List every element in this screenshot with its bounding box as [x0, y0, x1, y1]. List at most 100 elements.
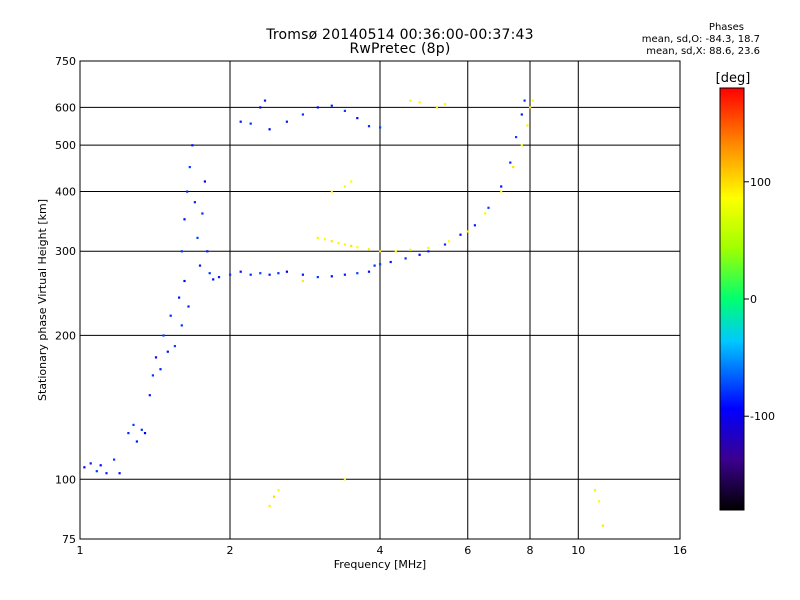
- x-mode-point: [409, 99, 412, 102]
- colorbar: [719, 87, 745, 511]
- o-mode-point: [509, 161, 512, 164]
- o-mode-point: [285, 120, 288, 123]
- o-mode-point: [159, 368, 162, 371]
- o-mode-point: [404, 257, 407, 260]
- chart-title: Tromsø 20140514 00:36:00-00:37:43: [266, 27, 534, 43]
- o-mode-point: [186, 190, 189, 193]
- x-mode-point: [367, 248, 371, 251]
- o-mode-point: [268, 128, 271, 131]
- o-mode-point: [239, 120, 242, 123]
- o-mode-point: [277, 272, 280, 275]
- colorbar-ticks: 100 0 -100: [744, 176, 775, 423]
- o-mode-point: [343, 109, 346, 112]
- x-mode-point: [394, 250, 397, 253]
- o-mode-point: [183, 218, 186, 221]
- ticks-layer: 1 2 4 6 8 10 16 75 100 200 300 400 500 600 750: [55, 55, 687, 557]
- phase-stats-o: mean, sd,O: -84.3, 18.7: [641, 34, 760, 45]
- o-mode-point: [500, 185, 503, 188]
- o-mode-point: [379, 263, 382, 266]
- colorbar-label: [deg]: [716, 71, 751, 86]
- o-mode-point: [132, 423, 135, 426]
- o-mode-point: [196, 236, 199, 239]
- o-mode-point: [427, 250, 430, 253]
- y-tick-label: 500: [55, 139, 76, 152]
- o-mode-point: [178, 296, 181, 299]
- x-mode-point: [268, 504, 271, 507]
- y-tick-label: 300: [55, 245, 76, 258]
- x-mode-point: [350, 244, 353, 247]
- x-mode-point: [512, 166, 515, 169]
- x-tick-label: 8: [527, 544, 534, 557]
- o-mode-point: [343, 273, 346, 276]
- x-mode-point: [343, 478, 346, 481]
- o-mode-point: [140, 428, 143, 431]
- o-mode-point: [217, 276, 221, 279]
- phase-stats-x: mean, sd,X: 88.6, 23.6: [646, 46, 760, 57]
- o-mode-point: [83, 466, 86, 469]
- o-mode-point: [239, 270, 242, 273]
- o-mode-point: [198, 264, 202, 267]
- o-mode-point: [487, 206, 490, 209]
- colorbar-tick-label: 100: [750, 176, 771, 189]
- o-mode-point: [249, 122, 252, 125]
- o-mode-point: [473, 224, 476, 227]
- x-mode-point: [301, 279, 304, 283]
- o-mode-point: [367, 125, 371, 128]
- x-mode-point: [443, 102, 447, 106]
- o-mode-point: [249, 273, 252, 276]
- x-mode-point: [337, 242, 340, 245]
- o-mode-point: [356, 272, 359, 275]
- o-mode-point: [373, 264, 376, 267]
- o-mode-point: [367, 270, 371, 273]
- x-mode-point: [466, 230, 469, 233]
- o-mode-point: [162, 334, 165, 337]
- o-mode-point: [229, 273, 232, 276]
- x-tick-label: 2: [227, 544, 234, 557]
- o-mode-point: [201, 212, 204, 215]
- chart-subtitle: RwPretec (8p): [349, 41, 451, 57]
- o-mode-point: [89, 462, 92, 465]
- o-mode-point: [459, 233, 462, 236]
- o-mode-point: [154, 356, 158, 359]
- o-mode-point: [316, 106, 319, 109]
- points-layer: [83, 99, 604, 527]
- y-tick-label: 400: [55, 185, 76, 198]
- o-mode-point: [268, 273, 271, 276]
- o-mode-point: [166, 350, 169, 353]
- o-mode-point: [316, 276, 319, 279]
- x-mode-point: [500, 190, 503, 193]
- x-mode-point: [447, 240, 451, 243]
- o-mode-point: [259, 106, 262, 109]
- o-mode-point: [180, 324, 183, 327]
- y-tick-label: 100: [55, 473, 76, 486]
- x-mode-point: [330, 190, 333, 193]
- x-mode-point: [435, 106, 438, 109]
- o-mode-point: [183, 279, 186, 283]
- o-mode-point: [515, 136, 518, 139]
- o-mode-point: [263, 99, 267, 102]
- y-axis-label: Stationary phase Virtual Height [km]: [36, 199, 49, 401]
- x-mode-point: [343, 243, 346, 246]
- o-mode-point: [330, 275, 333, 278]
- y-tick-label: 200: [55, 329, 76, 342]
- x-mode-point: [272, 495, 276, 498]
- x-mode-point: [427, 246, 430, 249]
- o-mode-point: [118, 472, 121, 475]
- x-mode-point: [350, 180, 353, 183]
- colorbar-tick-label: -100: [750, 410, 775, 423]
- o-mode-point: [356, 117, 359, 120]
- o-mode-point: [151, 374, 154, 377]
- x-tick-label: 10: [571, 544, 585, 557]
- o-mode-point: [379, 126, 382, 129]
- o-mode-point: [143, 432, 147, 435]
- x-tick-label: 1: [77, 544, 84, 557]
- y-tick-label: 750: [55, 55, 76, 68]
- o-mode-point: [212, 278, 215, 281]
- x-mode-point: [531, 99, 534, 102]
- o-mode-point: [259, 272, 262, 275]
- y-tick-label: 75: [62, 533, 76, 546]
- x-mode-point: [277, 488, 280, 492]
- o-mode-point: [180, 250, 183, 253]
